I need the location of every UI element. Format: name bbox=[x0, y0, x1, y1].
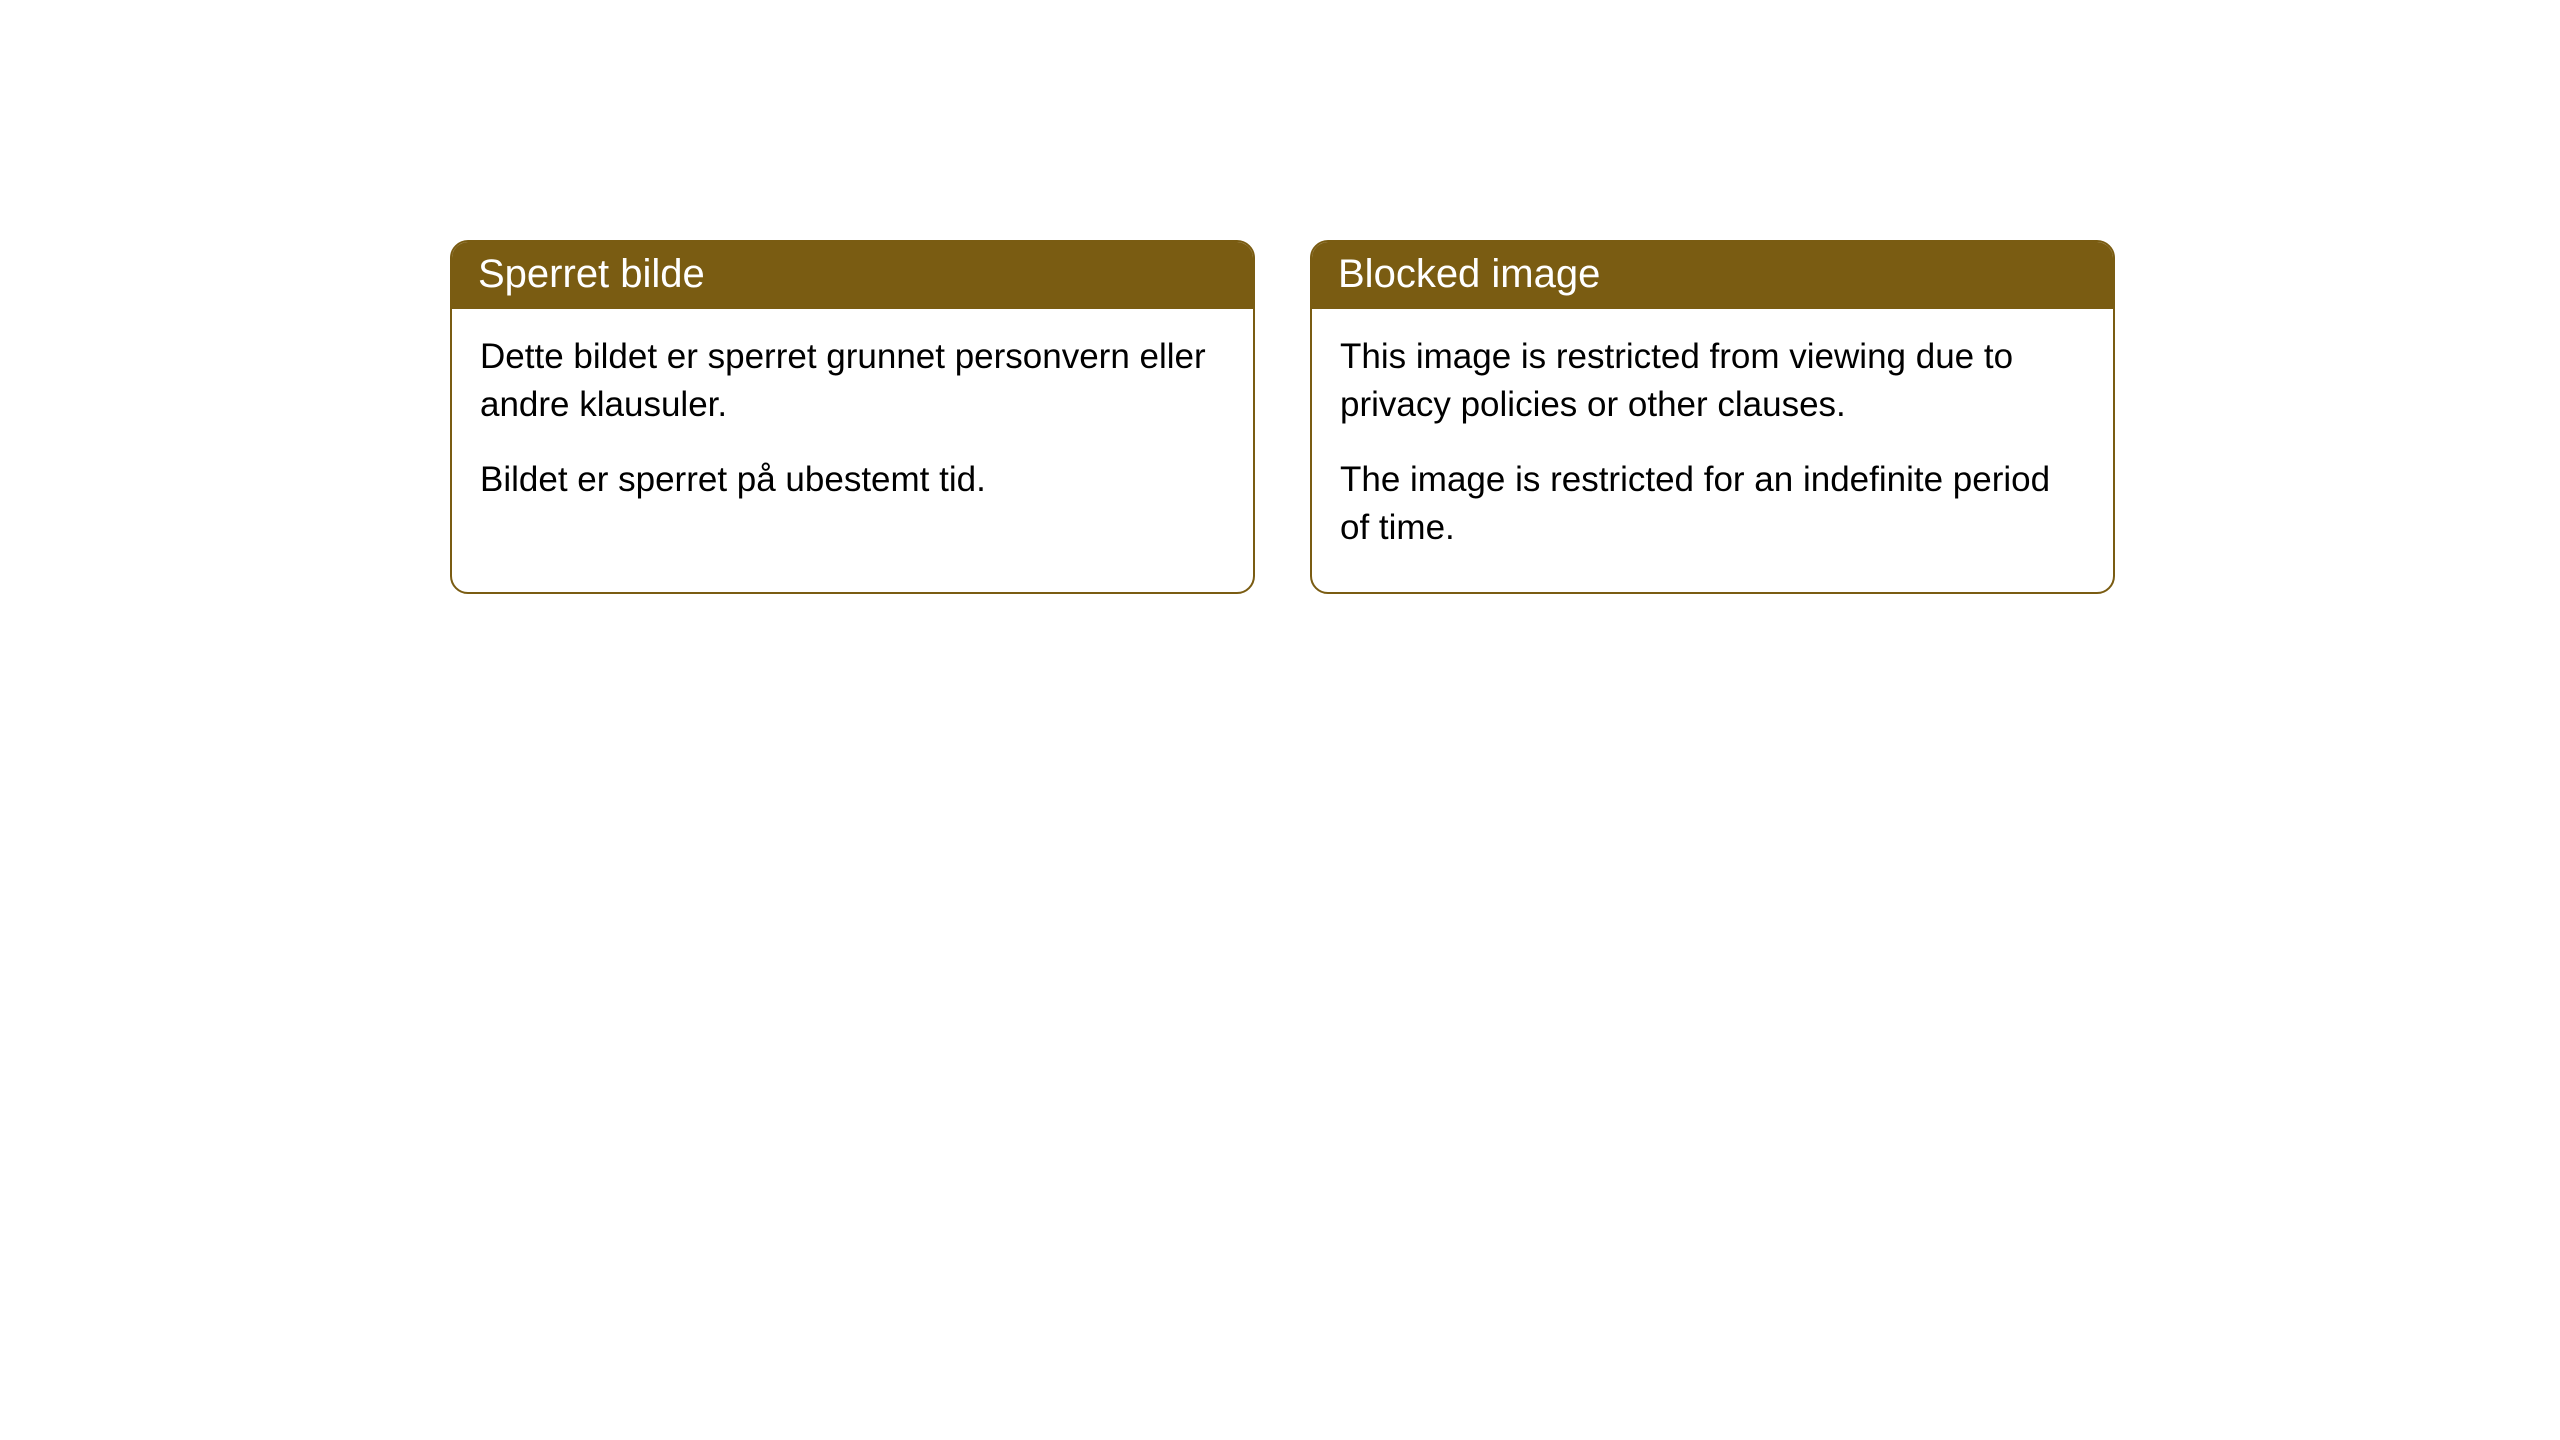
card-title-norwegian: Sperret bilde bbox=[452, 242, 1253, 309]
card-title-english: Blocked image bbox=[1312, 242, 2113, 309]
notice-card-norwegian: Sperret bilde Dette bildet er sperret gr… bbox=[450, 240, 1255, 594]
card-text-english-2: The image is restricted for an indefinit… bbox=[1340, 456, 2085, 553]
card-body-norwegian: Dette bildet er sperret grunnet personve… bbox=[452, 309, 1253, 544]
card-body-english: This image is restricted from viewing du… bbox=[1312, 309, 2113, 592]
notice-cards-container: Sperret bilde Dette bildet er sperret gr… bbox=[450, 240, 2560, 594]
card-text-english-1: This image is restricted from viewing du… bbox=[1340, 333, 2085, 430]
notice-card-english: Blocked image This image is restricted f… bbox=[1310, 240, 2115, 594]
card-text-norwegian-2: Bildet er sperret på ubestemt tid. bbox=[480, 456, 1225, 504]
card-text-norwegian-1: Dette bildet er sperret grunnet personve… bbox=[480, 333, 1225, 430]
